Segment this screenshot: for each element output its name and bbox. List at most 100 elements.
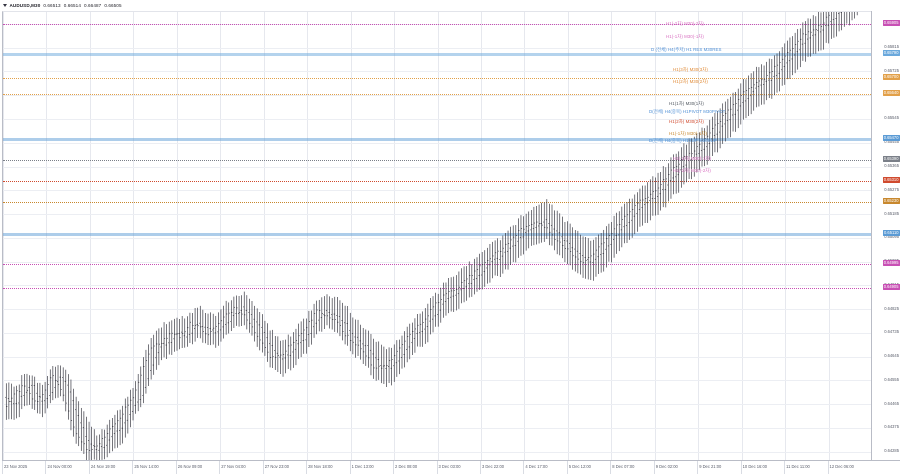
price-level-badge[interactable]: 0.65905 (882, 19, 900, 26)
ohlc-low: 0.66487 (84, 3, 102, 8)
time-tick-separator (132, 461, 134, 474)
time-tick-separator (827, 461, 829, 474)
horizontal-gridline (3, 261, 871, 263)
horizontal-gridline (3, 404, 871, 406)
price-level-badge[interactable]: 0.64995 (882, 260, 900, 267)
time-axis[interactable]: 23 Nov 2025 24 Nov 00:00 24 Nov 19:00 25 No… (2, 460, 900, 474)
vertical-gridline (394, 12, 396, 460)
price-level-badge[interactable]: 0.65230 (882, 198, 900, 205)
time-tick-label: 10 Dec 16:00 (742, 464, 767, 469)
price-level-badge[interactable]: 0.65310 (882, 177, 900, 184)
time-tick-label: 24 Nov 19:00 (90, 464, 116, 469)
vertical-gridline (524, 12, 526, 460)
symbol-label: AUDUSD,M30 (9, 3, 41, 8)
time-tick-separator (740, 461, 742, 474)
time-tick-label: 4 Dec 17:00 (525, 464, 548, 469)
time-tick-separator (393, 461, 395, 474)
horizontal-gridline (3, 332, 871, 334)
horizontal-gridline (3, 71, 871, 73)
time-tick-separator (219, 461, 221, 474)
chart-annotation-label: D(전체) H4(중복) H1PIVOT M30PIVOT (649, 109, 726, 114)
vertical-gridline (567, 12, 569, 460)
time-tick-separator (175, 461, 177, 474)
time-tick-label: 24 Nov 00:00 (47, 464, 72, 469)
price-tick-label: 0.65455 (884, 139, 899, 145)
chart-plot-area[interactable]: H1(-2차) M30(-2차) H1(-1차) M30(-1차) D (전체) H… (2, 11, 871, 460)
time-tick-separator (262, 461, 264, 474)
horizontal-gridline (3, 309, 871, 311)
vertical-gridline (307, 12, 309, 460)
time-tick-label: 25 Nov 14:00 (134, 464, 159, 469)
time-tick-label: 11 Dec 11:00 (786, 464, 810, 469)
time-tick-separator (610, 461, 612, 474)
time-tick-label: 9 Dec 21:00 (699, 464, 722, 469)
price-tick-label: 0.64285 (884, 448, 899, 454)
time-tick-separator (653, 461, 655, 474)
chart-annotation-label: H1(1차) M30(1차) (669, 101, 704, 106)
price-tick-label: 0.64825 (884, 305, 899, 311)
vertical-gridline (176, 12, 178, 460)
time-tick-label: 8 Dec 07:00 (612, 464, 635, 469)
chart-annotation-label: H1(2차) M30(2차) (669, 119, 704, 124)
time-tick-label: 2 Dec 08:00 (395, 464, 418, 469)
ohlc-open: 0.66513 (43, 3, 61, 8)
horizontal-gridline (3, 95, 871, 97)
price-tick-label: 0.64645 (884, 353, 899, 359)
time-tick-separator (88, 461, 90, 474)
time-tick-label: 5 Dec 12:00 (568, 464, 591, 469)
price-tick-label: 0.65185 (884, 210, 899, 216)
price-level-badge[interactable]: 0.65700 (882, 74, 900, 81)
price-tick-label: 0.64375 (884, 424, 899, 430)
chart-annotation-label: D(전체) H4(중복) H1SUP M30SUP (649, 138, 717, 143)
time-tick-separator (436, 461, 438, 474)
vertical-gridline (480, 12, 482, 460)
vertical-gridline (89, 12, 91, 460)
chart-annotation-label: H1(2차) M30(2차) (673, 79, 708, 84)
price-level-badge[interactable]: 0.65470 (882, 134, 900, 141)
chart-annotation-label: H1(-2차) M30(-2차) (673, 168, 711, 173)
time-tick-separator (697, 461, 699, 474)
horizontal-gridline (3, 47, 871, 49)
horizontal-gridline (3, 451, 871, 453)
price-level-badge[interactable]: 0.65390 (882, 155, 900, 162)
price-tick-label: 0.65545 (884, 115, 899, 121)
price-level-badge[interactable]: 0.64905 (882, 284, 900, 290)
time-tick-label: 27 Nov 04:00 (221, 464, 246, 469)
instrument-legend: AUDUSD,M30 0.66513 0.66514 0.66487 0.665… (0, 0, 900, 11)
horizontal-gridline (3, 190, 871, 192)
horizontal-gridline (3, 285, 871, 287)
price-level-badge[interactable]: 0.65110 (883, 229, 900, 236)
triangle-down-icon[interactable] (3, 4, 7, 7)
chart-annotation-label: H1(3차) M30(3차) (673, 67, 708, 72)
time-tick-separator (784, 461, 786, 474)
price-axis[interactable]: 0.659910.659050.658150.657250.656350.655… (871, 11, 900, 460)
ohlc-close: 0.66505 (104, 3, 122, 8)
time-tick-separator (45, 461, 47, 474)
time-tick-separator (2, 461, 3, 474)
time-tick-separator (306, 461, 308, 474)
horizontal-gridline (3, 166, 871, 168)
vertical-gridline (785, 12, 787, 460)
chart-annotation-label: H1(-1차) M30(-1차) (669, 131, 707, 136)
price-tick-label: 0.65275 (884, 186, 899, 192)
horizontal-gridline (3, 237, 871, 239)
time-tick-label: 12 Dec 06:00 (829, 464, 854, 469)
vertical-gridline (350, 12, 352, 460)
price-level-badge[interactable]: 0.65790 (882, 50, 900, 57)
chart-annotation-label: H1(-2차) M30(-2차) (666, 21, 704, 26)
price-level-badge[interactable]: 0.65640 (882, 89, 900, 96)
vertical-gridline (437, 12, 439, 460)
price-tick-label: 0.64465 (884, 400, 899, 406)
time-tick-label: 26 Nov 09:00 (177, 464, 203, 469)
time-tick-separator (523, 461, 525, 474)
time-tick-label: 28 Nov 18:00 (308, 464, 333, 469)
vertical-gridline (698, 12, 700, 460)
time-tick-separator (479, 461, 481, 474)
vertical-gridline (3, 12, 4, 460)
vertical-gridline (828, 12, 830, 460)
horizontal-gridline (3, 118, 871, 120)
vertical-gridline (133, 12, 135, 460)
chart-annotation-label: H1(-1차) M30(-1차) (666, 34, 704, 39)
horizontal-gridline (3, 356, 871, 358)
